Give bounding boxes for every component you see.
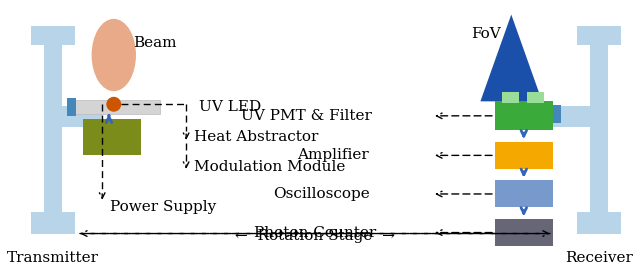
Bar [61, 106, 102, 127]
Bar [577, 26, 621, 45]
Bar [44, 26, 61, 214]
Bar [495, 219, 553, 246]
Text: Modulation Module: Modulation Module [194, 160, 345, 174]
Polygon shape [481, 14, 542, 101]
Bar [73, 100, 160, 114]
Text: UV PMT & Filter: UV PMT & Filter [241, 109, 372, 123]
Text: ←  Rotation Stage  →: ← Rotation Stage → [234, 229, 394, 243]
Text: FoV: FoV [471, 27, 500, 41]
Bar [83, 119, 141, 155]
Text: Heat Abstractor: Heat Abstractor [194, 130, 318, 144]
Circle shape [107, 98, 120, 111]
Text: Beam: Beam [133, 37, 177, 50]
Text: Receiver: Receiver [565, 251, 633, 265]
Bar [502, 92, 519, 103]
Bar [67, 98, 76, 116]
Bar [527, 92, 544, 103]
Text: Photon Counter: Photon Counter [253, 225, 376, 240]
Bar [31, 26, 75, 45]
Bar [548, 106, 590, 127]
Bar [577, 212, 621, 234]
Bar [495, 142, 553, 169]
Bar [590, 26, 608, 214]
Bar [495, 101, 553, 130]
Text: UV LED: UV LED [198, 100, 261, 114]
Ellipse shape [92, 19, 136, 91]
Text: Oscilloscope: Oscilloscope [273, 187, 370, 201]
Bar [31, 212, 75, 234]
Text: Power Supply: Power Supply [110, 201, 216, 214]
Text: Transmitter: Transmitter [7, 251, 99, 265]
Text: Amplifier: Amplifier [297, 148, 369, 162]
Bar [553, 105, 561, 123]
Bar [495, 181, 553, 207]
